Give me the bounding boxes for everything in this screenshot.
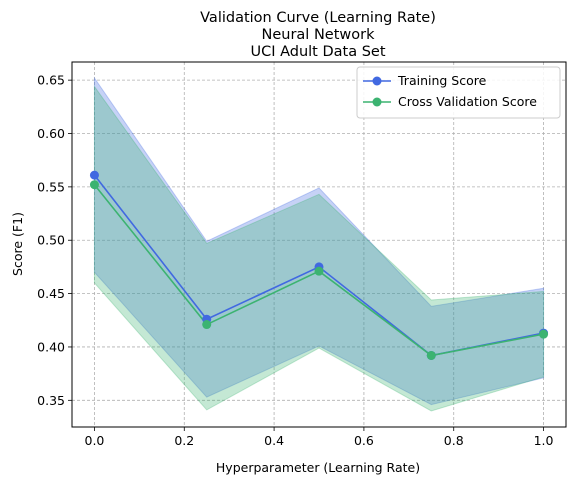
legend-marker-training — [372, 76, 382, 86]
point-cv-4 — [539, 329, 549, 339]
y-tick-label-0: 0.35 — [37, 393, 65, 408]
y-tick-label-4: 0.55 — [37, 179, 65, 194]
legend-label-training: Training Score — [397, 73, 487, 88]
x-tick-label-2: 0.4 — [264, 433, 284, 448]
x-tick-label-5: 1.0 — [534, 433, 554, 448]
x-tick-label-4: 0.8 — [444, 433, 464, 448]
point-training-0 — [89, 170, 99, 180]
x-tick-label-3: 0.6 — [354, 433, 374, 448]
band-cv — [93, 84, 545, 412]
y-tick-label-3: 0.50 — [37, 233, 65, 248]
y-tick-label-5: 0.60 — [37, 126, 65, 141]
legend-box — [356, 66, 561, 119]
y-tick-label-6: 0.65 — [37, 73, 65, 88]
series-points — [89, 170, 549, 360]
point-cv-0 — [89, 180, 99, 190]
plot-frame — [71, 61, 567, 428]
grid — [72, 62, 566, 427]
y-tick-label-2: 0.45 — [37, 286, 65, 301]
chart-title-line-2: Neural Network — [262, 27, 376, 43]
legend-marker-cv — [372, 97, 382, 107]
x-tick-label-1: 0.2 — [174, 433, 194, 448]
x-axis-ticks: 0.0 0.2 0.4 0.6 0.8 1.0 — [85, 427, 554, 448]
legend: Training Score Cross Validation Score — [356, 66, 561, 119]
chart-title-line-1: Validation Curve (Learning Rate) — [200, 10, 436, 26]
y-axis-label: Score (F1) — [10, 212, 25, 276]
y-tick-label-1: 0.40 — [37, 339, 65, 354]
confidence-bands — [93, 76, 545, 412]
legend-label-cv: Cross Validation Score — [398, 94, 537, 109]
chart-title: Validation Curve (Learning Rate) Neural … — [200, 10, 436, 60]
y-axis-ticks: 0.35 0.40 0.45 0.50 0.55 0.60 0.65 — [37, 73, 72, 408]
point-cv-2 — [314, 266, 324, 276]
chart-title-line-3: UCI Adult Data Set — [250, 44, 385, 60]
point-cv-1 — [202, 320, 212, 330]
x-tick-label-0: 0.0 — [85, 433, 105, 448]
x-axis-label: Hyperparameter (Learning Rate) — [216, 460, 420, 475]
point-cv-3 — [426, 350, 436, 360]
